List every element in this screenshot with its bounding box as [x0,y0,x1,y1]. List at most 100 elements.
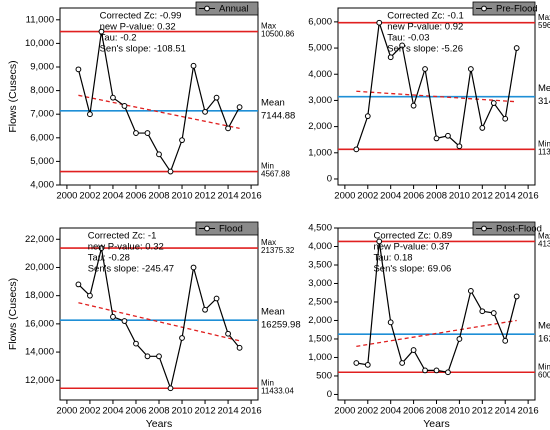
point [236,104,243,111]
x-tick-label: 2008 [426,191,447,202]
point [353,146,360,153]
x-tick-label: 2006 [403,191,424,202]
annotation: Corrected Zc: -0.99 [100,11,182,22]
y-tick-label: 4,500 [308,223,332,234]
reference-label: Max [538,13,550,22]
x-tick-label: 2012 [472,191,493,202]
point [156,353,162,360]
point [353,360,360,366]
point [502,115,509,122]
x-tick-label: 2016 [241,406,262,417]
point [110,94,116,101]
point [98,28,105,35]
x-tick-label: 2016 [241,191,262,202]
y-tick-label: 7,000 [30,109,54,120]
y-tick-label: 3,000 [308,95,332,106]
x-tick-label: 2014 [495,406,516,417]
trend-line [356,90,517,103]
x-tick-label: 2002 [357,406,378,417]
y-tick-label: 4,000 [30,180,54,191]
x-tick-label: 2010 [449,406,470,417]
reference-value: 4137 [538,240,550,249]
point [490,310,497,316]
point [445,369,451,376]
annotation: Tau: -0.2 [100,33,137,44]
y-tick-label: 10,000 [25,38,54,49]
point [490,100,497,106]
point [202,306,208,313]
point [387,319,394,326]
point [422,367,428,374]
legend-box [472,221,536,236]
legend-label: Flood [219,224,243,235]
reference-value: 1629.93 [538,334,550,345]
point [156,151,162,158]
y-tick-label: 6,000 [308,16,332,27]
point [236,344,243,351]
point [410,102,417,109]
annotation: Tau: 0.18 [373,253,412,264]
annotation: Sen's slope: 69.06 [373,264,451,275]
x-tick-label: 2008 [426,406,447,417]
y-tick-label: 0 [327,389,332,400]
point [110,313,116,320]
point [422,66,428,72]
point [364,361,371,368]
reference-value: 1131.7 [538,147,550,156]
point [87,111,93,118]
y-tick-label: 12,000 [25,375,54,386]
legend-label: Pre-Flood [496,4,538,15]
y-tick-label: 11,000 [26,14,54,25]
point [87,292,93,299]
y-tick-label: 1,000 [308,147,332,158]
annotation: Tau: -0.03 [387,33,429,44]
point [75,281,82,288]
trend-line [356,319,517,348]
reference-value: 16259.98 [261,320,301,331]
y-tick-label: 1,500 [308,333,332,344]
y-tick-label: 2,500 [308,296,332,307]
point [513,293,520,300]
y-axis-label: Flows (Cusecs) [7,60,19,132]
panel: 0 500 1,000 1,500 2,000 2,500 3,000 3,500 4,000 4… [308,221,550,430]
x-tick-label: 2004 [102,191,123,202]
x-tick-label: 2010 [171,406,192,417]
reference-label: Min [261,378,274,387]
x-tick-label: 2008 [148,406,169,417]
x-axis-label: Years [423,418,449,430]
annotation: new P-value: 0.92 [387,22,463,33]
point [410,347,417,353]
point [433,367,440,374]
annotation: new P-value: 0.32 [100,22,176,33]
annotation: Sen's slope: -245.47 [88,264,174,275]
legend-marker [204,5,210,12]
y-tick-label: 1,000 [308,352,332,363]
y-tick-label: 8,000 [30,85,54,96]
y-tick-label: 18,000 [25,290,54,301]
reference-value: 11433.04 [261,386,294,395]
reference-label: Min [538,139,550,148]
y-tick-label: 3,000 [308,278,332,289]
y-tick-label: 4,000 [308,69,332,80]
reference-value: 10500.86 [261,30,295,39]
y-tick-label: 5,000 [308,43,332,54]
reference-label: Max [538,232,550,241]
point [121,318,128,324]
reference-value: 7144.88 [261,110,295,121]
y-tick-label: 22,000 [25,234,54,245]
point [133,130,139,136]
reference-label: Mean [261,97,285,108]
point [513,45,520,51]
x-tick-label: 2004 [102,406,123,417]
x-tick-label: 2002 [357,191,378,202]
legend-label: Annual [219,4,249,15]
x-tick-label: 2004 [380,406,401,417]
x-tick-label: 2012 [194,406,215,417]
legend-marker [481,5,487,12]
y-tick-label: 14,000 [25,347,54,358]
plot-frame [337,227,536,401]
annotation: Corrected Zc: 0.89 [373,231,452,242]
point [502,337,509,344]
point [179,137,185,144]
legend-box [195,221,259,236]
